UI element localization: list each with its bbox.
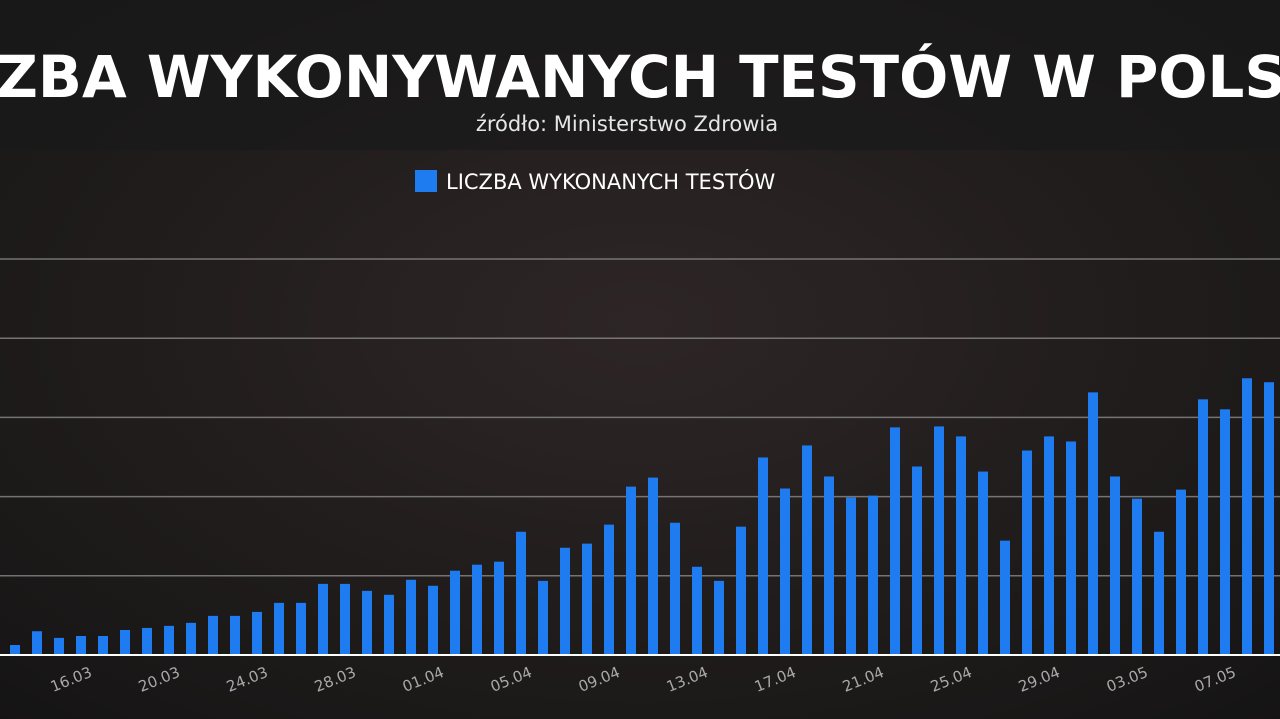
bar <box>1110 476 1120 655</box>
bar <box>142 627 152 655</box>
bar <box>32 631 42 655</box>
bar <box>1022 450 1032 655</box>
bar <box>296 602 306 655</box>
bar <box>934 426 944 655</box>
bar <box>560 547 570 655</box>
bar <box>956 436 966 655</box>
bar <box>714 580 724 655</box>
bar <box>758 457 768 655</box>
bar <box>1088 392 1098 655</box>
bar <box>692 566 702 655</box>
bar <box>868 495 878 655</box>
legend-label: LICZBA WYKONANYCH TESTÓW <box>446 169 776 194</box>
bar <box>1176 489 1186 655</box>
bar <box>1264 382 1274 655</box>
chart-title: ZBA WYKONYWANYCH TESTÓW W POLS <box>0 42 1280 111</box>
bar <box>164 625 174 655</box>
bar <box>1044 436 1054 655</box>
bar <box>318 583 328 655</box>
chart-subtitle: źródło: Ministerstwo Zdrowia <box>476 112 778 136</box>
bar <box>1198 399 1208 655</box>
bar <box>186 622 196 655</box>
bar <box>340 583 350 655</box>
bar <box>76 635 86 655</box>
bar <box>538 580 548 655</box>
bar <box>1242 378 1252 655</box>
bar <box>912 466 922 655</box>
bar <box>736 526 746 655</box>
bar <box>824 476 834 655</box>
bar <box>208 615 218 655</box>
bar <box>274 602 284 655</box>
bar <box>802 445 812 655</box>
bar <box>10 645 20 655</box>
bar <box>978 471 988 655</box>
bar <box>428 585 438 655</box>
bar <box>670 522 680 655</box>
legend-swatch <box>415 170 437 192</box>
bar <box>516 531 526 655</box>
bar <box>648 477 658 655</box>
bar <box>406 579 416 655</box>
bar <box>626 486 636 655</box>
bar <box>230 615 240 655</box>
bar <box>384 594 394 655</box>
legend: LICZBA WYKONANYCH TESTÓW <box>415 169 776 194</box>
bar <box>1220 409 1230 655</box>
bar <box>1000 540 1010 655</box>
bar <box>362 590 372 655</box>
bar <box>54 637 64 655</box>
bar <box>450 570 460 655</box>
bar <box>582 543 592 655</box>
bar <box>780 488 790 655</box>
bar <box>472 564 482 655</box>
bar <box>1154 531 1164 655</box>
bar <box>252 611 262 655</box>
bar <box>604 524 614 655</box>
bar <box>98 635 108 655</box>
bar <box>890 427 900 655</box>
title-band <box>0 0 1280 150</box>
bar <box>1066 441 1076 655</box>
bar <box>1132 498 1142 655</box>
bar <box>494 561 504 655</box>
bar <box>120 629 130 655</box>
bar <box>846 497 856 655</box>
